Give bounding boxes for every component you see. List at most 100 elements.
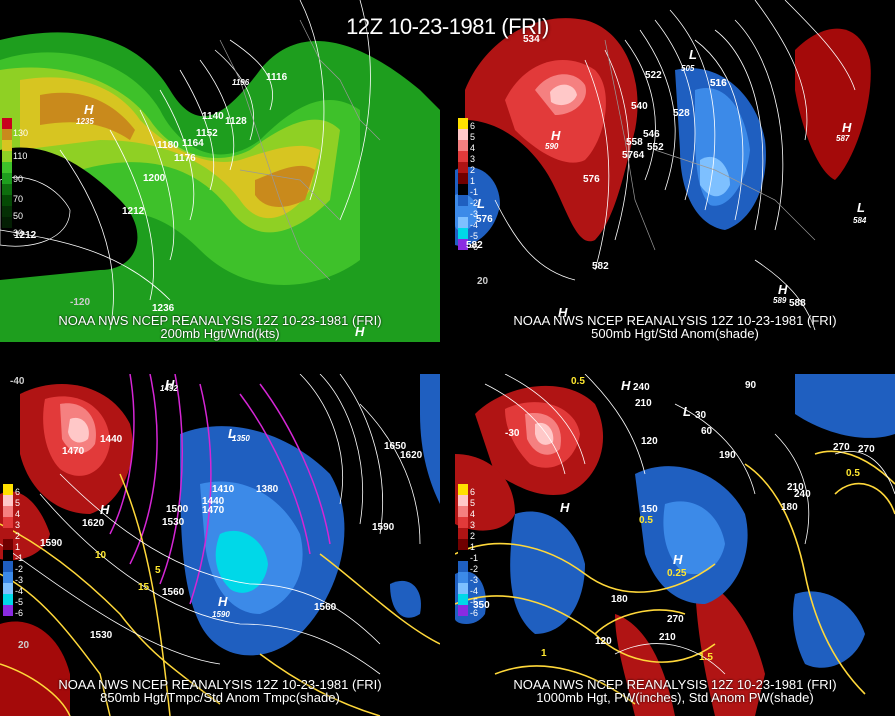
pw-label: 0.5: [846, 468, 860, 479]
panel-subtitle: 850mb Hgt/Tmpc/Std Anom Tmpc(shade): [100, 690, 340, 705]
contour-label: 552: [647, 142, 664, 153]
legend-1000mb: [458, 484, 468, 616]
map-500mb: [455, 0, 895, 342]
panel-850mb: 6 5 4 3 2 1 -1 -2 -3 -4 -5 -6 1440 1470 …: [0, 374, 440, 716]
contour-label: 522: [645, 70, 662, 81]
contour-label: 1200: [143, 173, 166, 184]
contour-label: 1440: [202, 496, 225, 507]
legend-label: 130: [13, 128, 29, 138]
legend-label: -3: [470, 575, 479, 585]
contour-label: 1620: [400, 450, 423, 461]
low-pressure-label: L: [689, 47, 697, 62]
contour-label: 588: [789, 298, 806, 309]
contour-label: 120: [641, 436, 658, 447]
legend-label: 4: [15, 509, 21, 519]
contour-label: 1650: [384, 441, 407, 452]
contour-label: 190: [719, 450, 736, 461]
legend-label: -6: [470, 242, 479, 252]
legend-label: 2: [15, 531, 21, 541]
contour-label: 210: [659, 632, 676, 643]
legend-label: -2: [470, 198, 479, 208]
low-pressure-label: L: [857, 200, 865, 215]
legend-label: 5: [470, 498, 476, 508]
panel-1000mb: 6 5 4 3 2 1 -1 -2 -3 -4 -5 -6 0.5 240 21…: [455, 374, 895, 716]
panel-200mb: 130 110 90 70 50 30 1116 1140 1128 1152 …: [0, 0, 440, 342]
legend-label: 90: [13, 174, 24, 184]
map-1000mb: [455, 374, 895, 716]
contour-label: 1140: [202, 111, 224, 122]
pw-label: 1: [541, 648, 547, 659]
legend-label: 2: [470, 531, 476, 541]
panel-500mb: 6 5 4 3 2 1 -1 -2 -3 -4 -5 -6 534 522 51…: [455, 0, 895, 342]
contour-label: 582: [466, 240, 483, 251]
legend-label: 5: [470, 132, 476, 142]
legend-label: -3: [470, 209, 479, 219]
pressure-value: 587: [836, 134, 850, 143]
legend-label: 4: [470, 143, 476, 153]
legend-label: 6: [470, 121, 476, 131]
contour-label: 270: [667, 614, 684, 625]
legend-label: -2: [15, 564, 24, 574]
panel-subtitle: 500mb Hgt/Std Anom(shade): [591, 326, 759, 341]
pressure-value: 505: [681, 64, 695, 73]
contour-label: 516: [710, 78, 727, 89]
pressure-value: 1196: [232, 78, 250, 87]
legend-label: 6: [15, 487, 21, 497]
contour-label: 90: [745, 380, 757, 391]
longitude-label: -40: [10, 376, 25, 387]
contour-label: 1164: [182, 138, 204, 149]
contour-label: 540: [631, 101, 648, 112]
pw-label: 0.25: [667, 568, 687, 579]
legend-label: -5: [470, 597, 479, 607]
contour-label: 576: [476, 214, 493, 225]
contour-label: 1530: [162, 517, 185, 528]
contour-label: 1212: [122, 206, 145, 217]
contour-label: 1560: [314, 602, 337, 613]
high-pressure-label: H: [551, 128, 561, 143]
legend-label: 4: [470, 509, 476, 519]
longitude-label: -120: [70, 297, 91, 308]
contour-label: 150: [641, 504, 658, 515]
pw-label: 1.5: [699, 652, 713, 663]
pw-label: 0.5: [571, 376, 585, 387]
longitude-label: 20: [477, 276, 489, 287]
isotherm-label: 20: [18, 640, 30, 651]
contour-label: 1620: [82, 518, 105, 529]
map-850mb: [0, 374, 440, 716]
contour-label: 240: [794, 489, 811, 500]
contour-label: 60: [701, 426, 713, 437]
pressure-value: 1350: [232, 434, 250, 443]
contour-label: 270: [833, 442, 850, 453]
contour-label: 576: [583, 174, 600, 185]
high-pressure-label: H: [218, 594, 228, 609]
legend-label: 3: [15, 520, 21, 530]
pressure-value: 1235: [76, 117, 94, 126]
contour-label: 1212: [14, 230, 37, 241]
legend-label: 3: [470, 520, 476, 530]
contour-label: 1180: [157, 140, 179, 151]
contour-label: 1410: [212, 484, 235, 495]
contour-label: 1440: [100, 434, 123, 445]
high-pressure-label: H: [558, 305, 568, 320]
contour-label: 534: [523, 34, 540, 45]
contour-label: 30: [695, 410, 707, 421]
contour-label: 350: [473, 600, 490, 611]
low-pressure-label: L: [683, 404, 691, 419]
contour-label: 270: [858, 444, 875, 455]
contour-label: 1152: [196, 128, 218, 139]
contour-label: 582: [592, 261, 609, 272]
legend-label: -3: [15, 575, 24, 585]
panel-title: NOAA NWS NCEP REANALYSIS 12Z 10-23-1981 …: [58, 677, 382, 692]
contour-label: 1590: [40, 538, 63, 549]
main-title: 12Z 10-23-1981 (FRI): [346, 14, 549, 39]
legend-label: 50: [13, 211, 24, 221]
contour-label: 1470: [62, 446, 85, 457]
legend-label: -5: [15, 597, 24, 607]
contour-label: 1500: [166, 504, 189, 515]
legend-label: 1: [470, 542, 476, 552]
legend-label: 6: [470, 487, 476, 497]
contour-label: 180: [781, 502, 798, 513]
contour-label: 1236: [152, 303, 175, 314]
panel-subtitle: 1000mb Hgt, PW(inches), Std Anom PW(shad…: [536, 690, 814, 705]
panel-subtitle: 200mb Hgt/Wnd(kts): [160, 326, 280, 341]
